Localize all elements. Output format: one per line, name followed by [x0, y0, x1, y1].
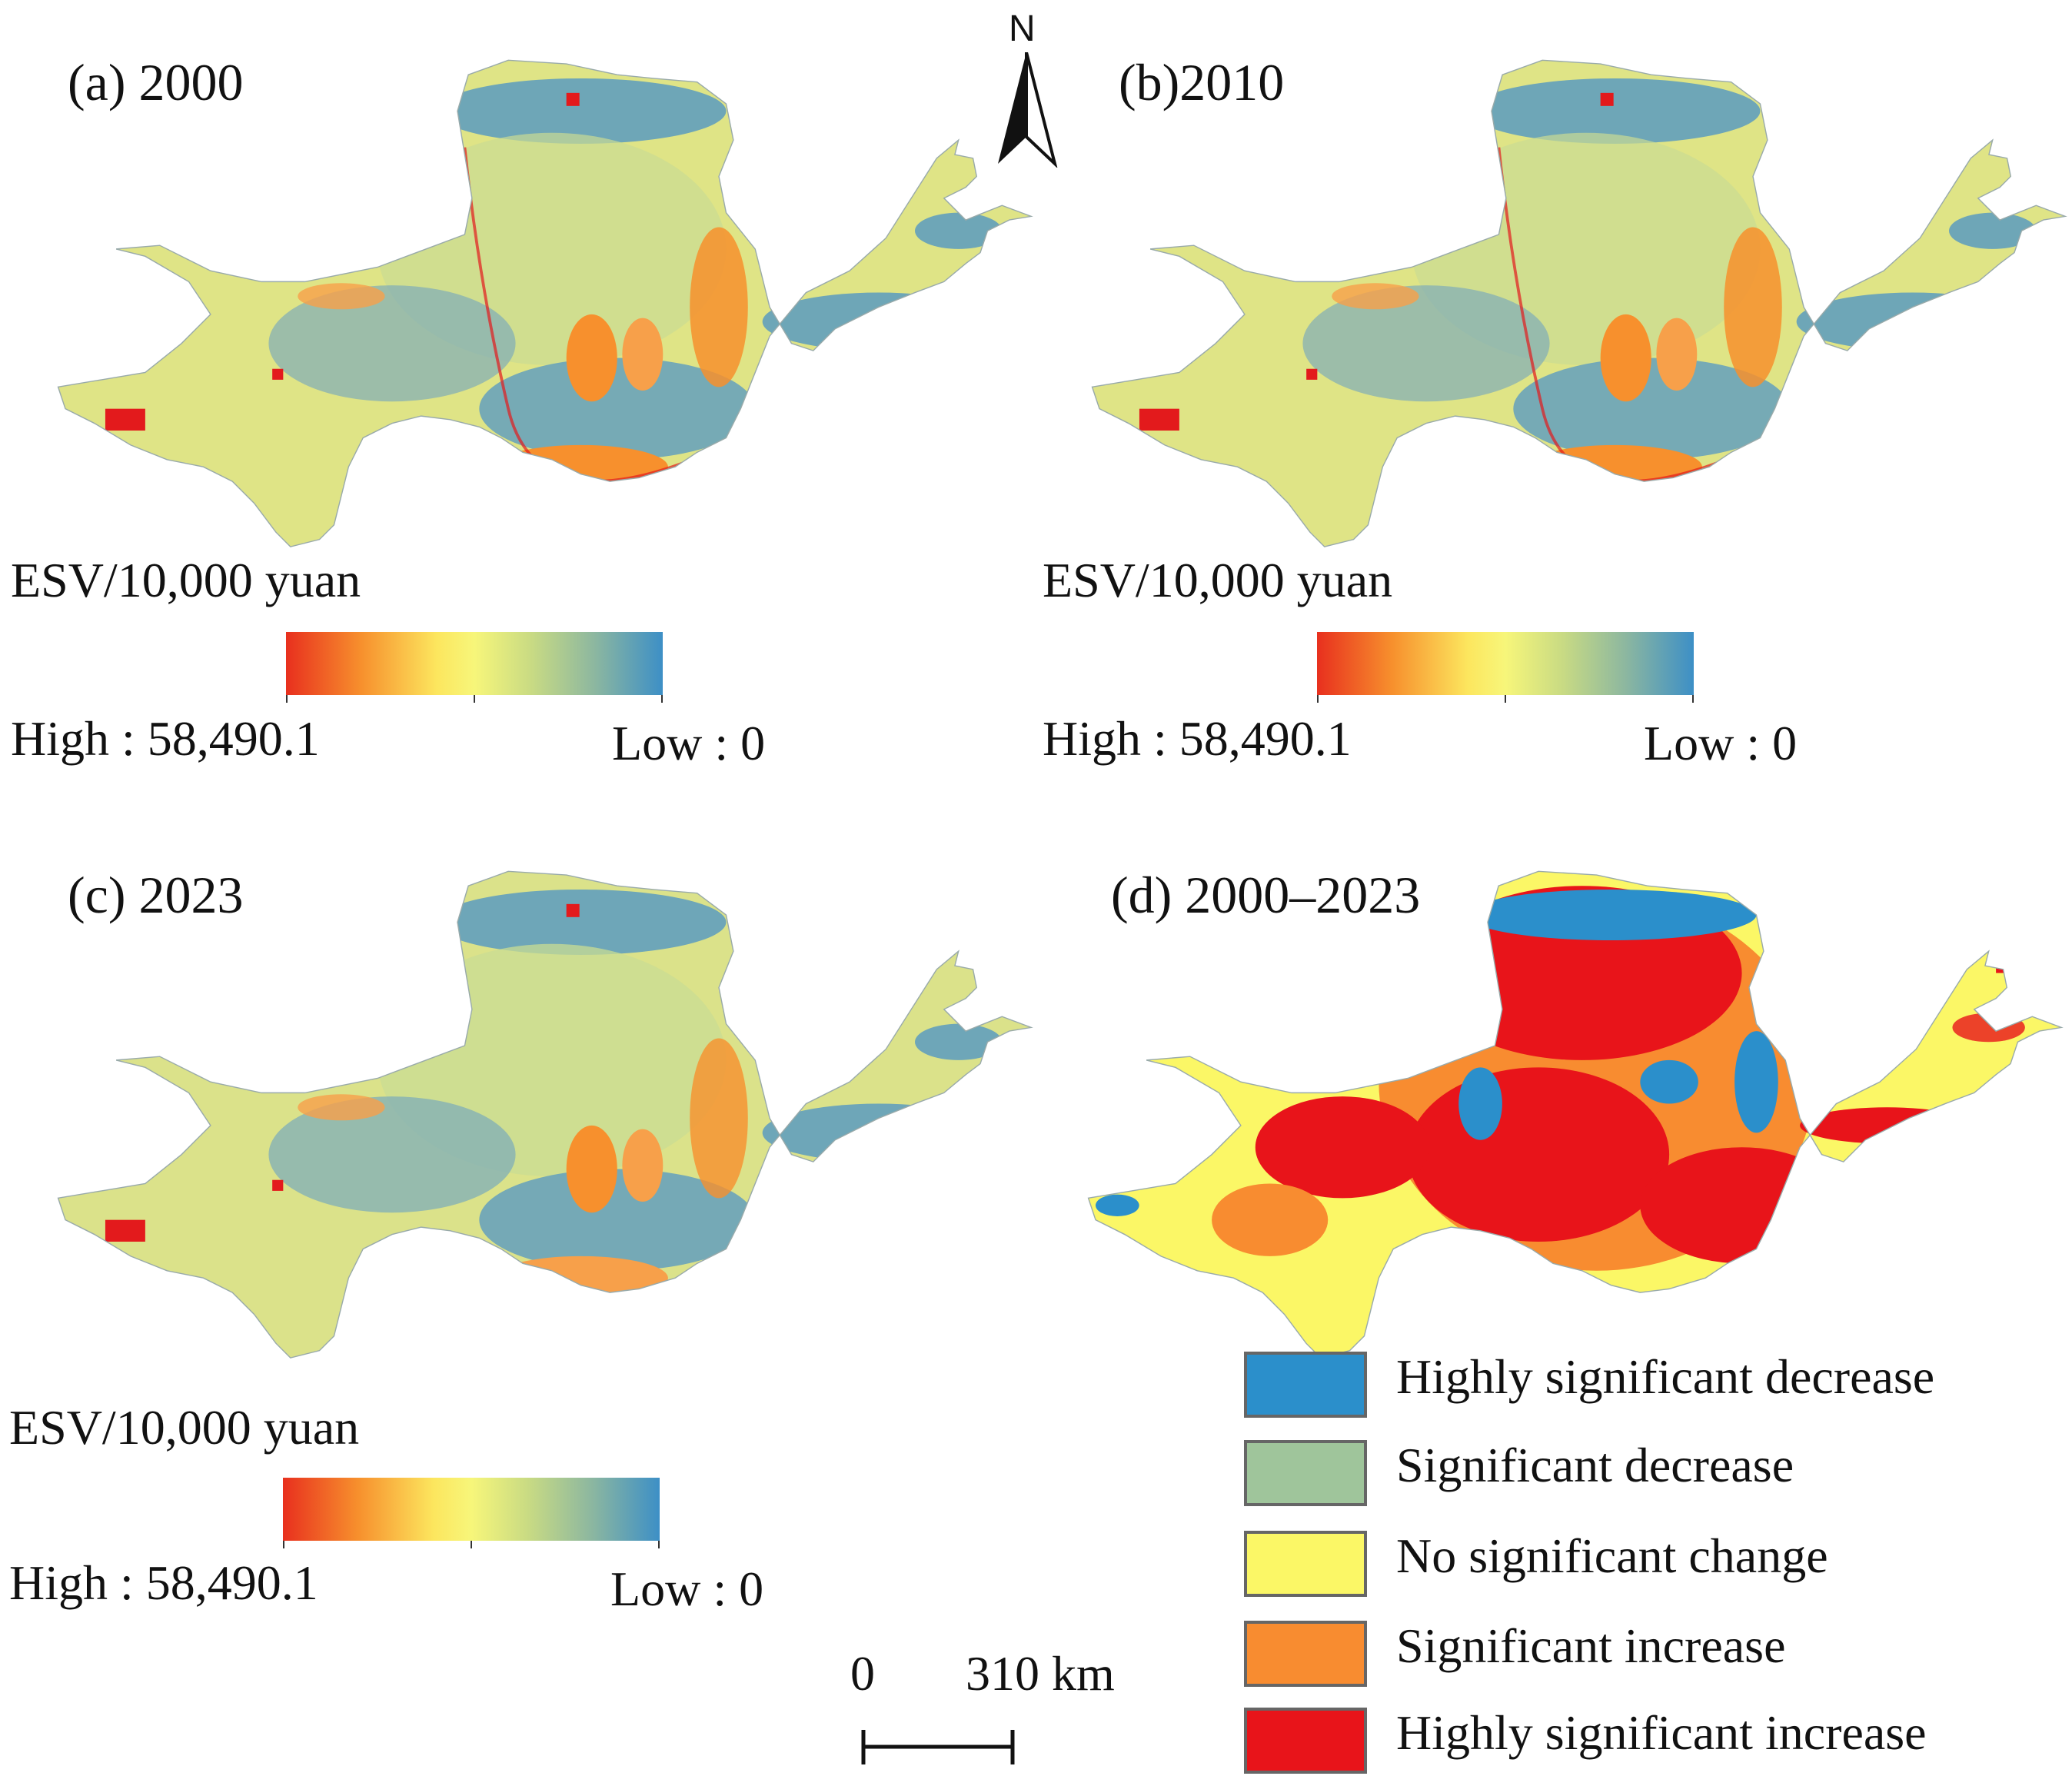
north-arrow-label: N	[1009, 8, 1036, 49]
colorbar-tick-b-0	[1317, 695, 1319, 703]
colorbar-tick-c-1	[471, 1541, 472, 1548]
legend-swatch	[1244, 1531, 1367, 1597]
colorbar-tick-a-1	[474, 695, 475, 703]
legend-label: Highly significant increase	[1396, 1705, 1927, 1760]
legend-swatch	[1244, 1352, 1367, 1418]
north-arrow-icon	[998, 52, 1058, 168]
colorbar-low-a: Low : 0	[612, 716, 766, 770]
north-arrow: N	[992, 8, 1061, 168]
colorbar-tick-b-2	[1692, 695, 1694, 703]
legend-item-highly-significant-decrease: Highly significant decrease	[1244, 1345, 2059, 1430]
legend-swatch	[1244, 1708, 1367, 1774]
map-2010	[1091, 59, 2066, 547]
legend-swatch	[1244, 1440, 1367, 1506]
colorbar-high-b: High : 58,490.1	[1043, 711, 1352, 766]
colorbar-low-c: Low : 0	[610, 1562, 764, 1616]
colorbar-title-b: ESV/10,000 yuan	[1043, 553, 1393, 607]
scale-bar: 0 310 km	[846, 1645, 1169, 1776]
scale-start-label: 0	[850, 1646, 875, 1701]
colorbar-tick-a-2	[661, 695, 663, 703]
map-2023	[57, 870, 1032, 1359]
map-trend-2000-2023	[1087, 870, 2062, 1359]
panel-title-c: (c) 2023	[68, 866, 244, 924]
legend-item-highly-significant-increase: Highly significant increase	[1244, 1701, 2059, 1786]
colorbar-tick-c-2	[658, 1541, 660, 1548]
panel-title-b: (b)2010	[1119, 53, 1285, 111]
legend-label: Highly significant decrease	[1396, 1349, 1935, 1404]
colorbar-high-c: High : 58,490.1	[9, 1555, 318, 1610]
legend-label: Significant increase	[1396, 1618, 1786, 1673]
colorbar-gradient-b	[1317, 632, 1694, 695]
colorbar-title-c: ESV/10,000 yuan	[9, 1400, 360, 1455]
colorbar-tick-a-0	[286, 695, 288, 703]
colorbar-title-a: ESV/10,000 yuan	[11, 553, 361, 607]
colorbar-tick-c-0	[283, 1541, 284, 1548]
colorbar-gradient-a	[286, 632, 663, 695]
legend-label: Significant decrease	[1396, 1438, 1794, 1492]
legend-item-significant-decrease: Significant decrease	[1244, 1434, 2059, 1518]
panel-title-d: (d) 2000–2023	[1111, 866, 1421, 924]
colorbar-gradient-c	[283, 1478, 660, 1541]
map-2000	[57, 59, 1032, 547]
legend-label: No significant change	[1396, 1528, 1828, 1583]
panel-title-a: (a) 2000	[68, 53, 244, 111]
scale-end-label: 310 km	[966, 1646, 1115, 1701]
colorbar-low-b: Low : 0	[1644, 716, 1798, 770]
colorbar-high-a: High : 58,490.1	[11, 711, 320, 766]
legend-swatch	[1244, 1621, 1367, 1687]
scale-bar-line	[861, 1730, 1015, 1764]
legend-item-no-significant-change: No significant change	[1244, 1525, 2059, 1609]
legend-item-significant-increase: Significant increase	[1244, 1615, 2059, 1699]
colorbar-tick-b-1	[1505, 695, 1506, 703]
